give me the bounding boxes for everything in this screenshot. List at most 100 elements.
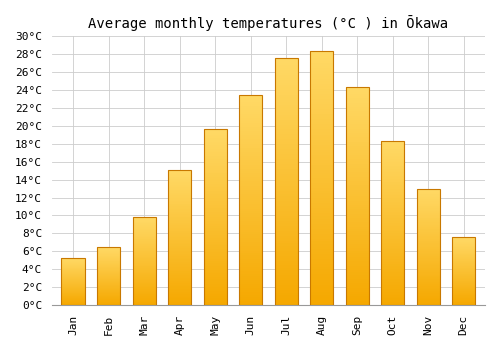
Bar [168,231,191,232]
Bar [452,279,475,280]
Bar [62,259,84,260]
Bar [452,240,475,241]
Bar [452,261,475,262]
Bar [310,249,333,252]
Bar [310,160,333,162]
Bar [168,266,191,267]
Bar [168,228,191,229]
Bar [62,266,84,267]
Bar [416,279,440,281]
Bar [204,223,227,224]
Bar [168,259,191,260]
Bar [416,277,440,278]
Bar [132,218,156,219]
Bar [274,154,297,157]
Bar [168,235,191,236]
Bar [452,303,475,304]
Bar [452,266,475,267]
Bar [416,288,440,289]
Bar [62,297,84,298]
Bar [97,283,120,284]
Bar [381,181,404,182]
Bar [168,254,191,255]
Bar [97,303,120,304]
Bar [381,282,404,284]
Bar [97,247,120,248]
Bar [346,235,368,238]
Bar [452,299,475,300]
Bar [204,136,227,138]
Bar [416,289,440,290]
Bar [310,74,333,76]
Bar [452,275,475,276]
Bar [381,249,404,251]
Bar [168,208,191,209]
Bar [346,242,368,244]
Bar [416,243,440,244]
Bar [346,209,368,211]
Bar [204,263,227,265]
Bar [168,284,191,285]
Bar [416,257,440,258]
Bar [204,149,227,150]
Bar [346,181,368,183]
Bar [97,252,120,253]
Bar [239,286,262,288]
Bar [239,131,262,133]
Bar [346,96,368,98]
Bar [452,262,475,263]
Bar [381,236,404,238]
Bar [239,261,262,263]
Bar [310,104,333,107]
Bar [346,188,368,190]
Bar [168,176,191,178]
Bar [416,205,440,206]
Bar [274,271,297,273]
Bar [274,88,297,90]
Bar [310,285,333,287]
Bar [239,232,262,234]
Bar [452,283,475,284]
Bar [274,97,297,100]
Bar [381,239,404,241]
Bar [204,286,227,287]
Bar [381,166,404,167]
Bar [97,287,120,288]
Bar [274,273,297,275]
Bar [97,261,120,262]
Bar [274,100,297,102]
Bar [132,280,156,281]
Bar [381,217,404,218]
Bar [168,256,191,258]
Bar [310,175,333,178]
Bar [310,165,333,168]
Bar [168,260,191,262]
Bar [274,72,297,75]
Bar [239,150,262,152]
Bar [274,206,297,209]
Bar [204,168,227,170]
Bar [310,290,333,292]
Bar [239,293,262,295]
Bar [97,254,120,255]
Bar [274,300,297,302]
Bar [204,282,227,284]
Bar [132,254,156,255]
Bar [204,300,227,301]
Bar [239,198,262,200]
Bar [168,216,191,217]
Bar [239,240,262,242]
Bar [310,226,333,229]
Bar [239,213,262,215]
Bar [381,272,404,274]
Bar [97,249,120,250]
Bar [132,279,156,280]
Bar [132,252,156,253]
Bar [346,94,368,96]
Bar [452,270,475,271]
Bar [274,107,297,110]
Bar [204,268,227,270]
Bar [274,152,297,154]
Bar [204,259,227,261]
Bar [168,182,191,183]
